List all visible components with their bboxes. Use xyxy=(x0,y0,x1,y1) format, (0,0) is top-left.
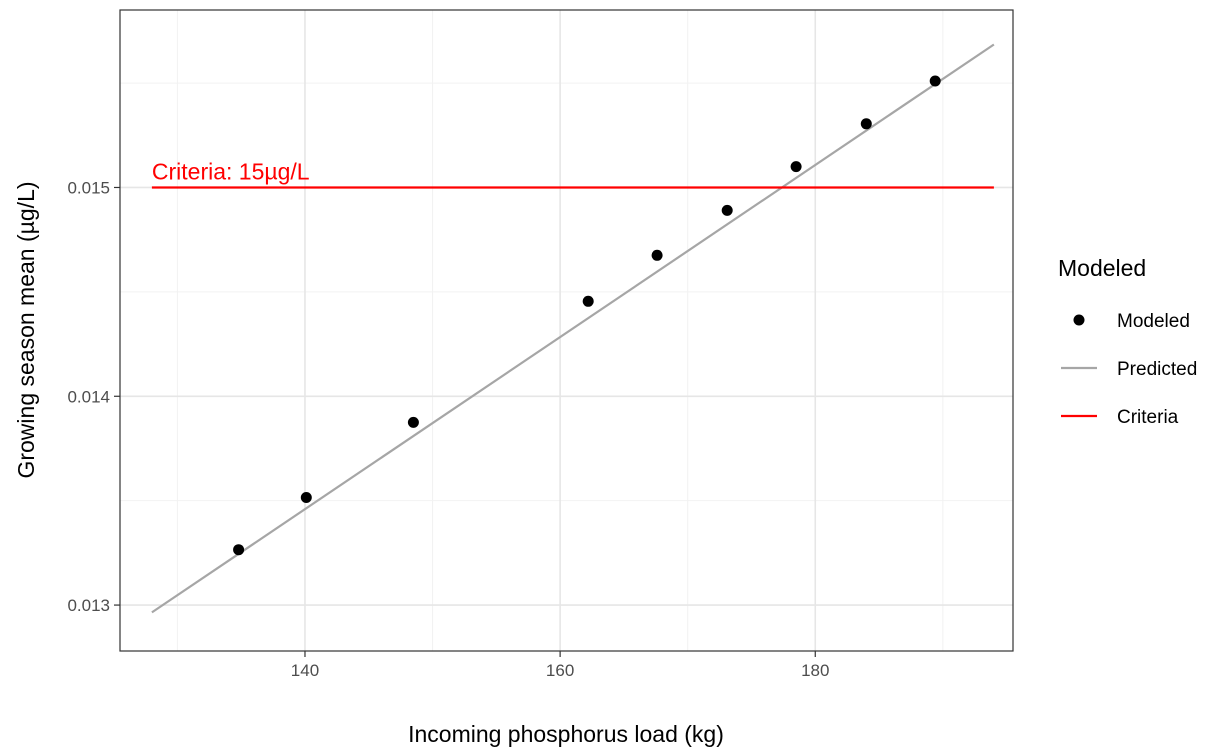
x-tick-label: 160 xyxy=(546,661,574,680)
y-tick-label: 0.015 xyxy=(67,178,110,197)
x-axis-title: Incoming phosphorus load (kg) xyxy=(408,721,724,747)
data-point xyxy=(860,118,872,130)
legend-label-criteria: Criteria xyxy=(1117,407,1179,428)
y-axis-title: Growing season mean (µg/L) xyxy=(13,181,39,478)
legend-label-modeled: Modeled xyxy=(1117,311,1190,332)
data-point xyxy=(407,416,419,428)
criteria-annotation: Criteria: 15µg/L xyxy=(152,158,310,184)
legend-key-modeled xyxy=(1073,314,1085,326)
grid-minor xyxy=(120,10,1013,651)
legend-label-predicted: Predicted xyxy=(1117,359,1197,380)
x-tick-label: 180 xyxy=(801,661,829,680)
legend-entries: Modeled Predicted Criteria xyxy=(1061,311,1197,428)
x-axis-ticks: 140 160 180 xyxy=(291,651,829,680)
y-axis-ticks: 0.013 0.014 0.015 xyxy=(67,178,120,615)
data-point xyxy=(582,295,594,307)
series-line-predicted xyxy=(151,43,995,614)
data-point xyxy=(721,204,733,216)
data-point xyxy=(651,249,663,261)
x-tick-label: 140 xyxy=(291,661,319,680)
data-point xyxy=(790,161,802,173)
y-tick-label: 0.014 xyxy=(67,387,110,406)
data-point xyxy=(300,492,312,503)
legend-title: Modeled xyxy=(1058,255,1146,281)
data-point xyxy=(233,544,245,556)
panel-border xyxy=(119,9,1014,652)
legend: Modeled Modeled Predicted Criteria xyxy=(1058,255,1197,428)
panel-background xyxy=(120,10,1013,651)
series-layer xyxy=(151,43,995,614)
data-point xyxy=(929,75,941,87)
annotation-layer: Criteria: 15µg/L xyxy=(152,158,310,184)
y-tick-label: 0.013 xyxy=(67,596,110,615)
